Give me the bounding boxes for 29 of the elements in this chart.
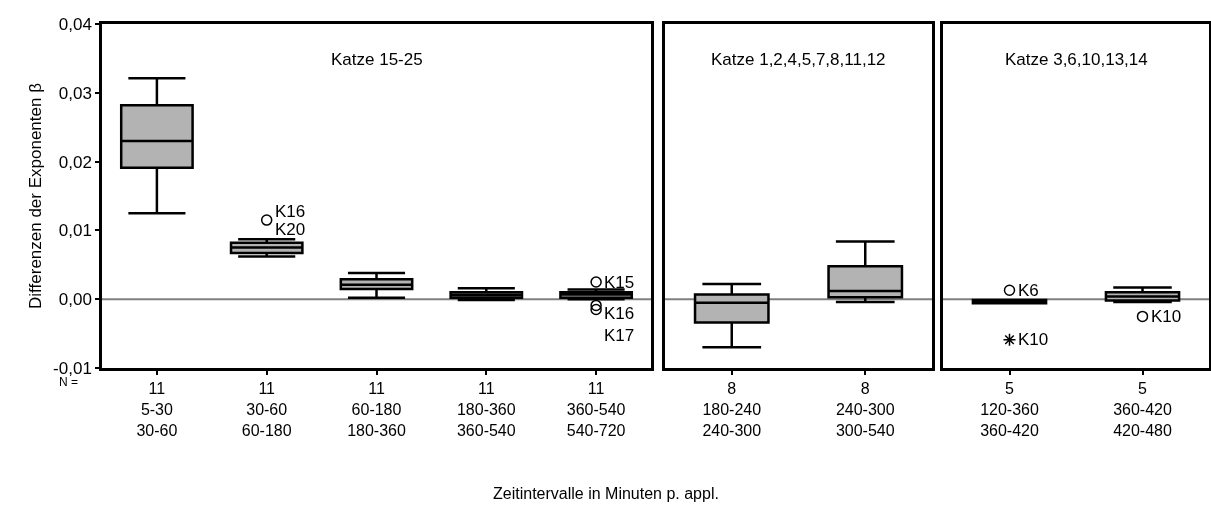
x-tick-label: 8 180-240 240-300	[702, 379, 762, 439]
x-tick-label: 11 5-30 30-60	[136, 379, 178, 439]
annotation: K16	[275, 202, 306, 221]
annotation: K10	[1151, 307, 1182, 326]
y-axis-title: Differenzen der Exponenten β	[25, 82, 45, 309]
annotation: K20	[275, 220, 306, 239]
x-axis-title: Zeitintervalle in Minuten p. appl.	[493, 485, 719, 502]
y-tick-label: 0,04	[58, 14, 92, 34]
annotation: K10	[1018, 330, 1049, 349]
y-tick-label: 0,02	[58, 152, 92, 172]
text: Katze 1,2,4,5,7,8,11,12	[711, 50, 886, 69]
y-tick-label: 0,00	[58, 290, 92, 310]
annotation: K15	[604, 273, 635, 292]
x-tick-label: 11 360-540 540-720	[566, 379, 626, 439]
y-tick-label: -0,01	[53, 358, 92, 378]
annotation: K6	[1018, 281, 1039, 300]
y-tick-label: 0,03	[58, 83, 92, 103]
y-tick-label: 0,01	[58, 221, 92, 241]
x-tick-label: 11 30-60 60-180	[241, 379, 292, 439]
x-tick-label: 5 360-420 420-480	[1113, 379, 1172, 439]
text: Katze 15-25	[331, 50, 423, 69]
annotation: K17	[604, 326, 635, 345]
x-tick-label: 11 60-180 180-360	[347, 379, 406, 439]
text: N =	[59, 375, 79, 389]
x-tick-label: 8 240-300 300-540	[835, 379, 895, 439]
x-tick-label: 11 180-360 360-540	[456, 379, 516, 439]
x-tick-label: 5 120-360 360-420	[980, 379, 1039, 439]
text: Katze 3,6,10,13,14	[1005, 50, 1148, 69]
annotation: K16	[604, 304, 635, 323]
